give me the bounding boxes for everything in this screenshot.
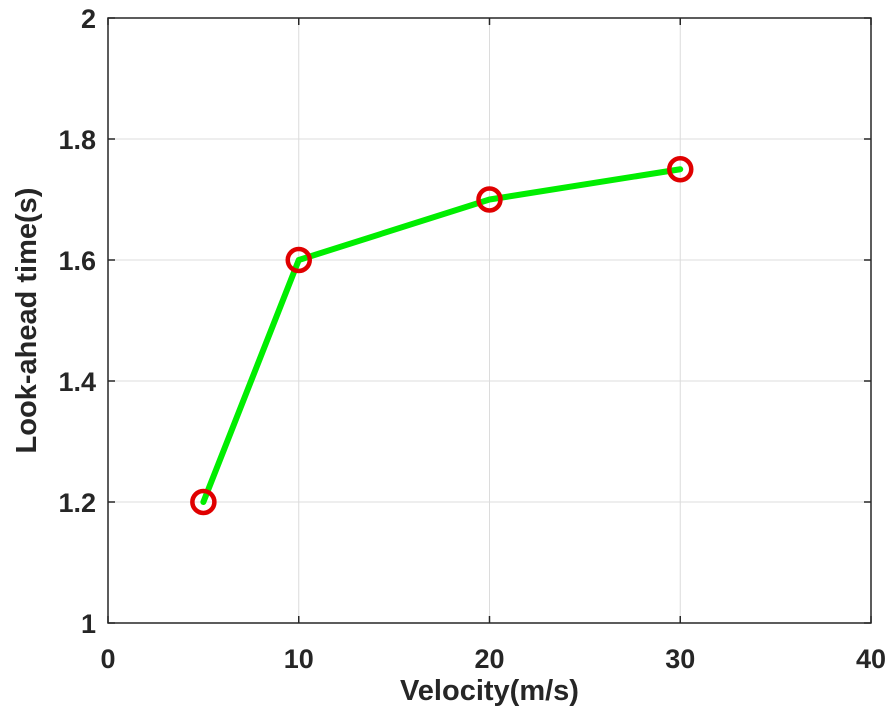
y-tick-label: 1.6 bbox=[58, 246, 96, 276]
y-axis-label: Look-ahead time(s) bbox=[11, 188, 43, 454]
data-point-marker bbox=[476, 186, 503, 213]
grid bbox=[107, 17, 872, 624]
x-axis-label: Velocity(m/s) bbox=[400, 675, 579, 707]
ticks: 0 10 20 30 40 1 1.2 1.4 1.6 1.8 2 bbox=[58, 4, 886, 674]
x-tick-label: 10 bbox=[284, 644, 314, 674]
series-line bbox=[200, 166, 684, 505]
series-layer bbox=[190, 156, 694, 516]
y-tick-label: 2 bbox=[81, 4, 96, 34]
data-point-marker bbox=[190, 488, 217, 516]
y-tick-label: 1.2 bbox=[58, 488, 96, 518]
x-tick-label: 30 bbox=[665, 644, 695, 674]
y-tick-label: 1.4 bbox=[58, 367, 96, 397]
x-tick-label: 0 bbox=[100, 644, 115, 674]
y-tick-label: 1 bbox=[81, 609, 96, 639]
y-tick-label: 1.8 bbox=[58, 125, 96, 155]
data-point-marker bbox=[667, 156, 694, 183]
x-tick-label: 20 bbox=[474, 644, 504, 674]
x-tick-label: 40 bbox=[856, 644, 886, 674]
data-point-marker bbox=[285, 246, 312, 274]
